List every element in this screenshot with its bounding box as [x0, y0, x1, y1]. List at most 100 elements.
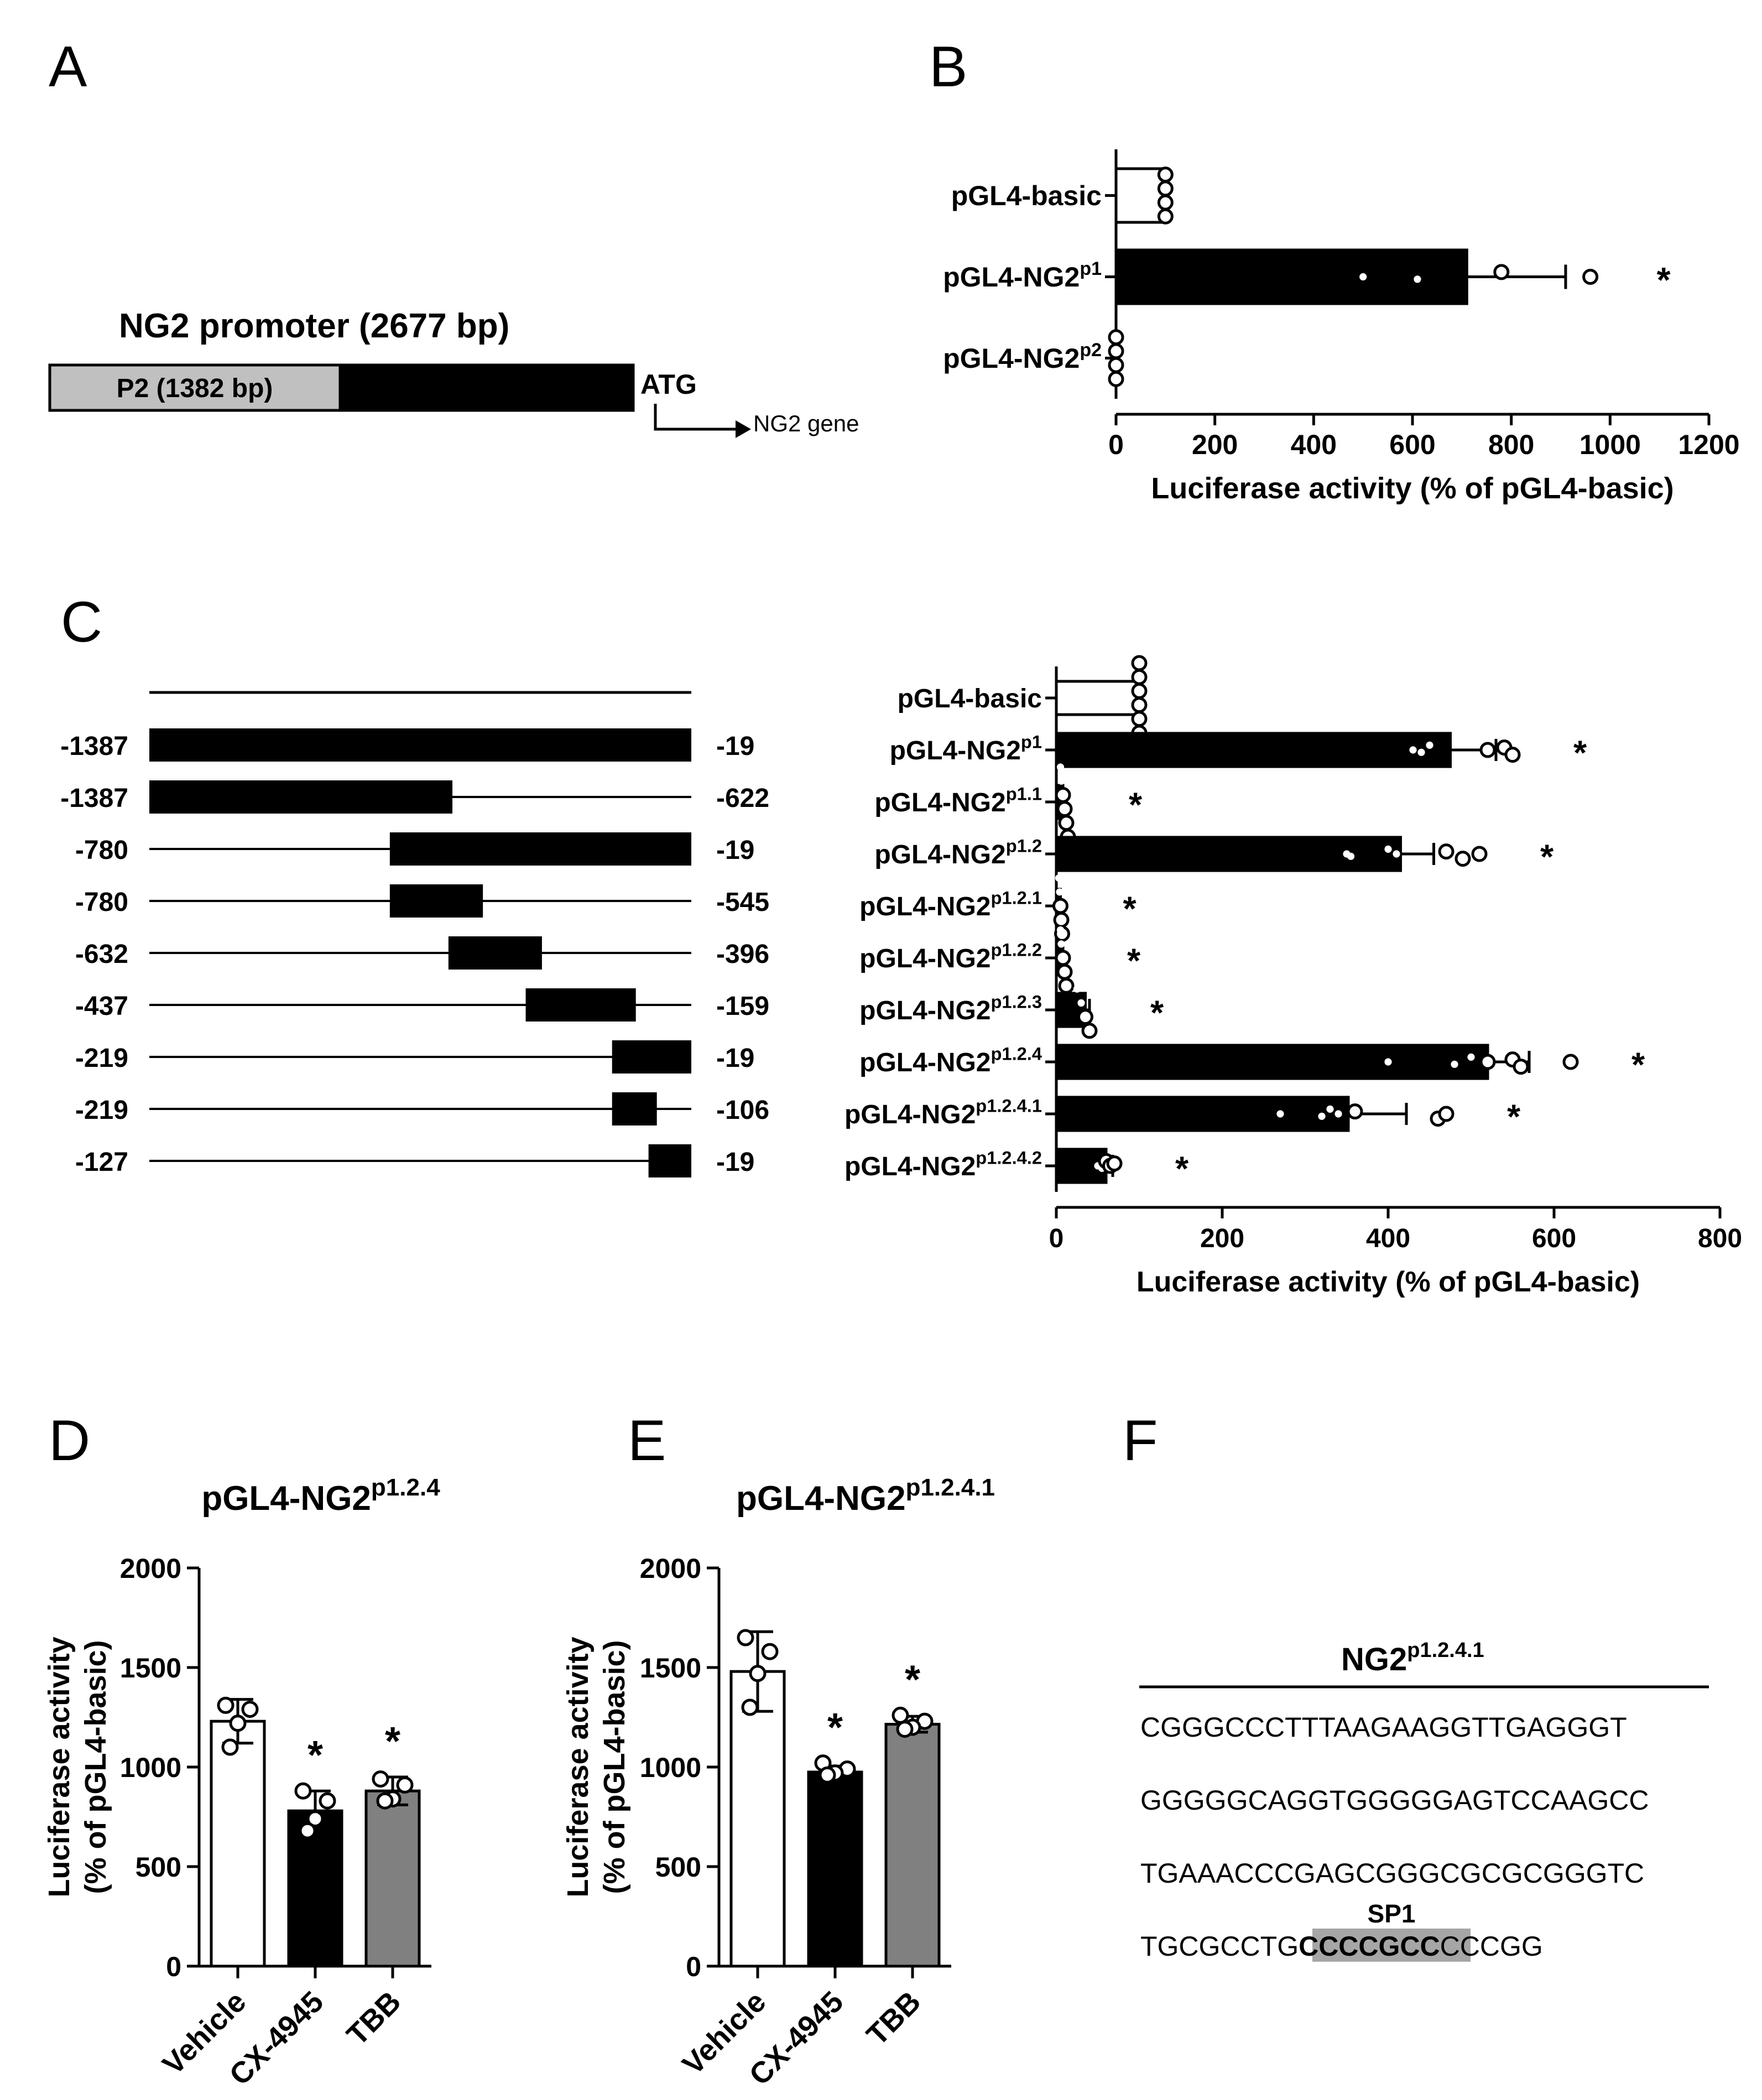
chart-title-sup: p1.2.4 [371, 1474, 440, 1501]
category-label-sup: p1.1 [1006, 784, 1042, 804]
data-point [221, 1738, 239, 1756]
panel-letter-b: B [929, 35, 967, 99]
data-point [1108, 357, 1124, 373]
category-label-sup: p1.2.4.2 [976, 1148, 1042, 1168]
chart-d: pGL4-NG2p1.2.4 0 500 1000 1500 2000 Luciferase… [43, 1474, 440, 2092]
significance-marker: * [1573, 734, 1587, 772]
chart-title-base: pGL4-NG2 [201, 1479, 371, 1518]
data-point [1131, 655, 1148, 671]
construct-block [389, 884, 483, 918]
y-tick-label: 2000 [120, 1553, 181, 1584]
data-point [1056, 963, 1073, 980]
data-point [749, 1665, 767, 1682]
data-point [1056, 926, 1065, 934]
x-tick-label: 400 [1291, 429, 1337, 460]
gene-label: NG2 gene [753, 410, 859, 436]
category-label-base: pGL4-NG2 [859, 1048, 991, 1077]
data-point [1058, 815, 1075, 831]
category-label-sup: p1.2.1 [991, 888, 1042, 908]
bar [1114, 248, 1468, 305]
category-label-base: pGL4-NG2 [890, 736, 1021, 765]
category-label-base: pGL4-NG2 [943, 343, 1080, 374]
construct-start-label: -219 [75, 1096, 128, 1125]
data-point [299, 1822, 316, 1840]
chart-title-sup: p1.2.4.1 [906, 1474, 995, 1501]
category-label-base: pGL4-NG2 [859, 944, 991, 973]
sequence-line-4: TGCGCCTGCCCCGCCCCCGG [1140, 1931, 1543, 1962]
category-label-sup: p1.2 [1006, 836, 1042, 856]
data-point [241, 1701, 259, 1718]
data-point [1108, 329, 1124, 346]
data-point [1131, 669, 1148, 685]
construct-start-label: -437 [75, 992, 128, 1021]
transcription-arrow [654, 404, 736, 431]
bar [1055, 1044, 1489, 1080]
construct-start-label: -1387 [60, 732, 128, 761]
significance-marker: * [1127, 942, 1141, 980]
data-point [396, 1776, 414, 1794]
category-label-sup: p1 [1080, 258, 1102, 279]
data-point [1384, 1058, 1392, 1066]
sp1-site-highlight [1312, 1929, 1471, 1962]
y-tick-label: 1500 [120, 1653, 181, 1684]
data-point [1055, 874, 1063, 882]
construct-start-label: -219 [75, 1044, 128, 1073]
category-label-sup: p2 [1080, 340, 1102, 361]
transcription-arrowhead [736, 420, 751, 438]
promoter-segment-p2 [48, 363, 342, 412]
data-point [1451, 1060, 1458, 1068]
construct-start-label: -632 [75, 940, 128, 969]
significance-marker: * [1507, 1098, 1521, 1136]
significance-marker: * [1540, 838, 1554, 876]
sequence-line-2: GGGGGCAGGTGGGGGAGTCCAAGCC [1140, 1785, 1649, 1816]
atg-label: ATG [640, 369, 697, 400]
construct-block [612, 1040, 691, 1074]
data-point [1056, 888, 1064, 896]
sequence-line-1: CGGGCCCTTTAAGAAGGTTGAGGGT [1140, 1712, 1627, 1743]
data-point [741, 1698, 759, 1716]
y-tick-label: 2000 [640, 1553, 701, 1584]
category-label-base: pGL4-basic [951, 180, 1102, 211]
category-label: pGL4-NG2p1.2.1 [859, 888, 1042, 921]
y-tick-label: 0 [686, 1951, 701, 1982]
construct-start-label: -127 [75, 1148, 128, 1177]
x-tick-label: 600 [1532, 1224, 1576, 1253]
data-point [376, 1792, 394, 1810]
category-label-base: pGL4-NG2 [844, 1100, 976, 1129]
x-tick-label: 0 [1108, 429, 1124, 460]
data-point [1438, 843, 1455, 860]
data-point [1077, 999, 1085, 1007]
category-label: pGL4-NG2p2 [943, 340, 1102, 374]
bar [1055, 1096, 1350, 1132]
data-point [294, 1782, 312, 1800]
data-point [1455, 851, 1471, 867]
construct-block [149, 728, 691, 762]
category-label-base: pGL4-NG2 [844, 1152, 976, 1181]
x-tick-label: 400 [1366, 1224, 1410, 1253]
sequence-line-4-post: CCCGG [1440, 1931, 1543, 1962]
promoter-segment-p1-label: P1 (1369 bp) [409, 374, 565, 403]
bar [364, 1789, 421, 1968]
data-point [892, 1706, 909, 1724]
data-point [1052, 898, 1068, 914]
significance-marker: * [1129, 786, 1143, 824]
construct-start-label: -780 [75, 836, 128, 865]
category-label: pGL4-NG2p1.2 [874, 836, 1042, 869]
construct-block [389, 832, 691, 866]
data-point [1414, 275, 1421, 283]
bar [210, 1719, 266, 1968]
data-point [761, 1643, 779, 1660]
construct-end-label: -396 [716, 940, 769, 969]
data-point [1057, 940, 1065, 948]
promoter-segment-p1 [338, 363, 635, 412]
data-point [1055, 950, 1071, 966]
data-point [1157, 208, 1174, 225]
data-point [1479, 1054, 1496, 1070]
construct-block [648, 1144, 691, 1177]
data-point [1056, 801, 1073, 817]
data-point [1058, 977, 1075, 994]
significance-marker: * [827, 1706, 843, 1750]
panel-letter-a: A [49, 35, 87, 99]
data-point [1347, 852, 1355, 860]
data-point [1467, 1053, 1475, 1061]
